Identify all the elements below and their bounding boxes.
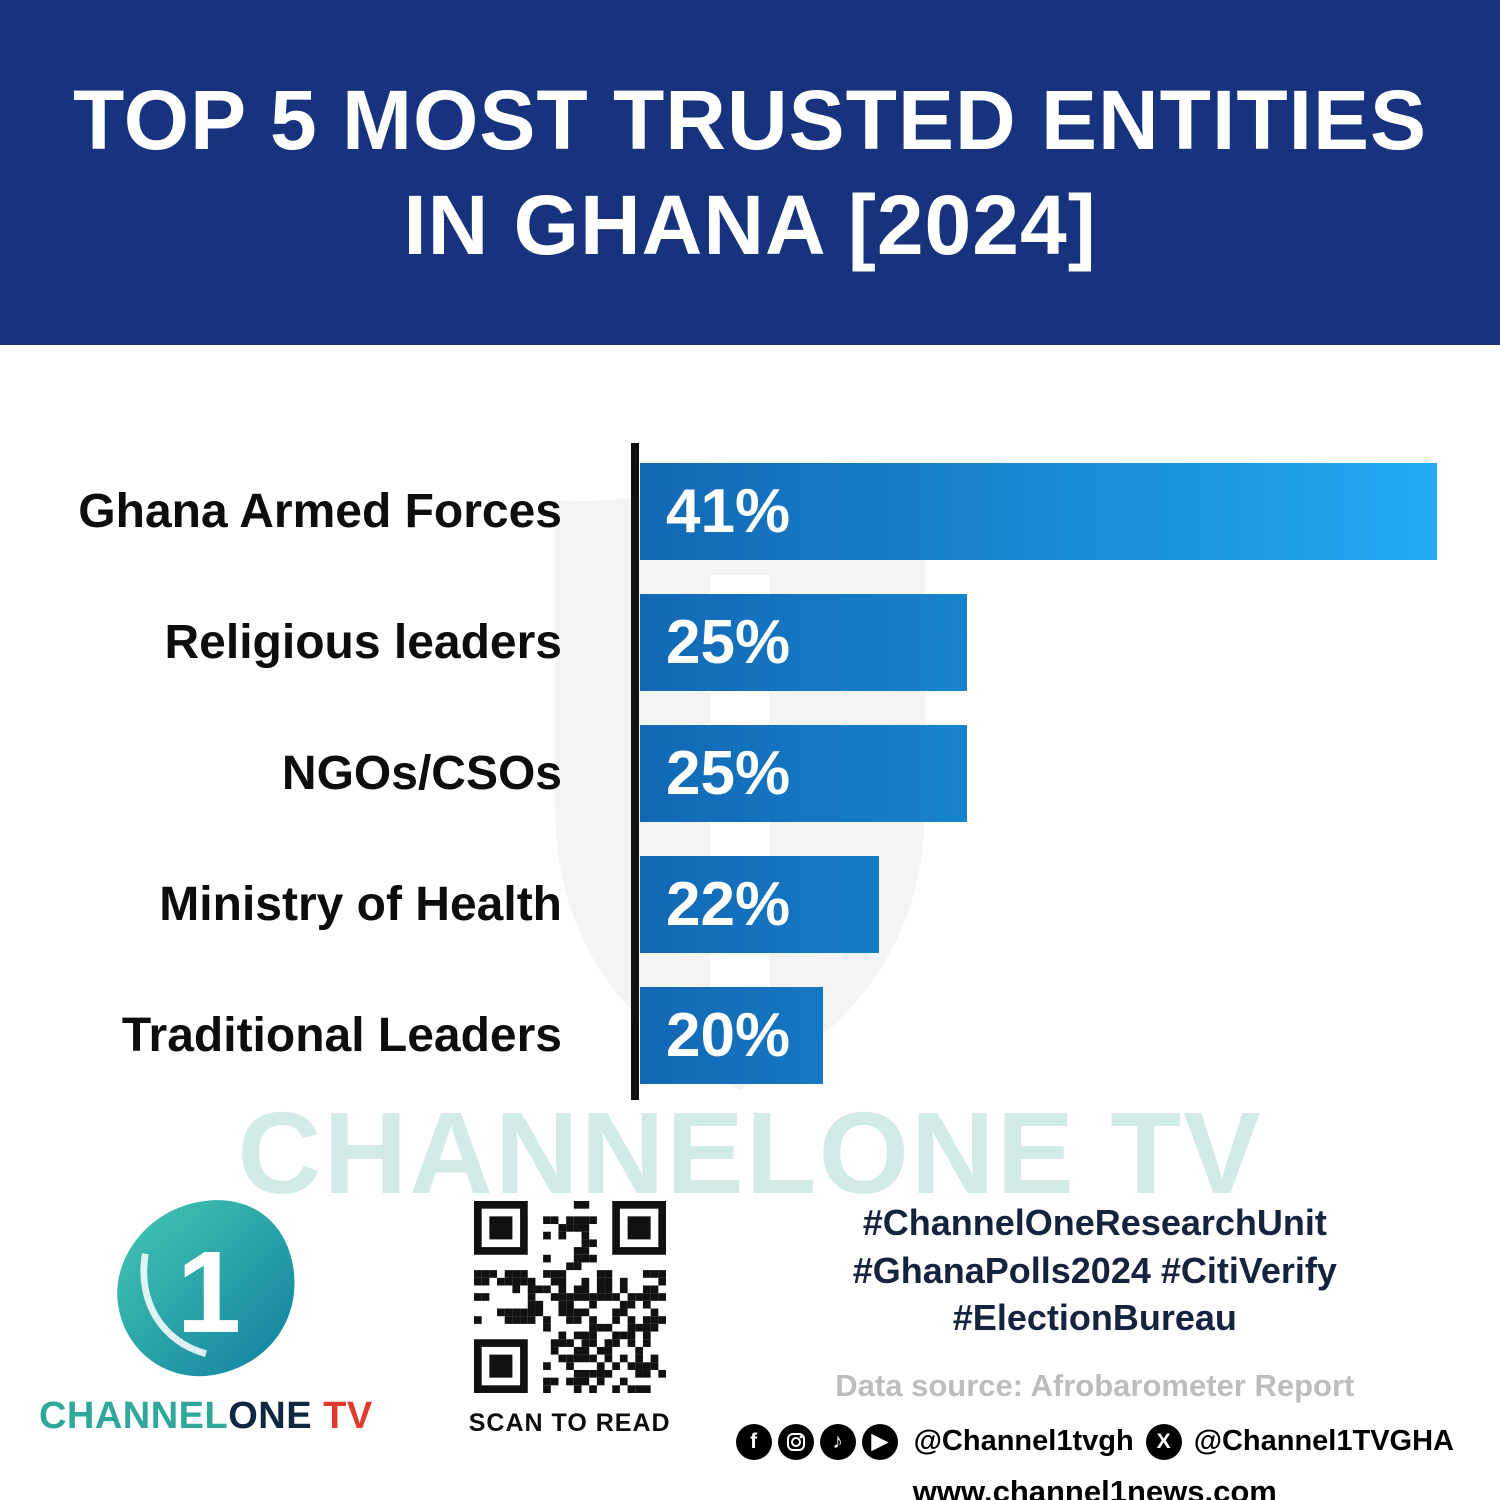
qr-block: SCAN TO READ: [412, 1185, 728, 1500]
hashtag-line: #ChannelOneResearchUnit: [862, 1202, 1327, 1243]
page-title-line1: TOP 5 MOST TRUSTED ENTITIES: [72, 73, 1428, 168]
brand-watermark: CHANNELONE TV: [237, 1088, 1263, 1218]
header-banner: TOP 5 MOST TRUSTED ENTITIES IN GHANA [20…: [0, 0, 1500, 345]
social-icon-group: f ♪ ▶: [735, 1423, 898, 1460]
chart-row: Ghana Armed Forces 41%: [0, 463, 1500, 560]
value-label: 22%: [666, 870, 791, 939]
bar: 25%: [640, 594, 967, 691]
qr-code: [473, 1201, 666, 1393]
category-label: NGOs/CSOs: [281, 747, 562, 800]
tiktok-icon: ♪: [819, 1423, 856, 1460]
channel-one-logo-icon: 1: [117, 1200, 295, 1377]
value-label: 25%: [666, 608, 791, 677]
hashtag-line: #GhanaPolls2024 #CitiVerify: [852, 1249, 1337, 1291]
brand-one: ONE: [228, 1395, 313, 1437]
bar: 22%: [640, 856, 879, 953]
bar: 25%: [640, 725, 967, 822]
category-label: Traditional Leaders: [121, 1009, 562, 1062]
category-label: Ministry of Health: [159, 878, 562, 931]
chart-row: Religious leaders 25%: [0, 594, 1500, 691]
bar: 20%: [640, 987, 823, 1084]
brand-tv: TV: [312, 1395, 373, 1437]
chart-axis: [631, 443, 639, 1100]
logo-block: 1 CHANNELONE TV: [0, 1185, 412, 1500]
website-url: www.channel1news.com: [912, 1473, 1277, 1500]
page-title-line2: IN GHANA [2024]: [403, 177, 1097, 272]
chart-row: Traditional Leaders 20%: [0, 987, 1500, 1084]
data-source: Data source: Afrobarometer Report: [835, 1367, 1355, 1403]
facebook-icon: f: [735, 1423, 772, 1460]
x-icon: X: [1145, 1423, 1182, 1460]
value-label: 25%: [666, 739, 791, 808]
social-handle-x: @Channel1TVGHA: [1193, 1425, 1454, 1458]
social-row: f ♪ ▶ @Channel1tvgh X @Channel1TVGHA: [735, 1423, 1454, 1460]
value-label: 41%: [666, 477, 791, 546]
instagram-icon: [777, 1423, 814, 1460]
social-handle-primary: @Channel1tvgh: [913, 1425, 1134, 1458]
chart-rows: Ghana Armed Forces 41% Religious leaders 25…: [0, 463, 1500, 1118]
footer: 1 CHANNELONE TV SCAN TO READ #ChannelOne…: [0, 1185, 1500, 1500]
info-block: #ChannelOneResearchUnit #GhanaPolls2024 …: [728, 1185, 1500, 1500]
hashtag-line: #ElectionBureau: [952, 1297, 1237, 1339]
brand-wordmark: CHANNELONE TV: [39, 1395, 373, 1438]
youtube-icon: ▶: [861, 1423, 898, 1460]
chart-row: NGOs/CSOs 25%: [0, 725, 1500, 822]
brand-channel: CHANNEL: [38, 1395, 229, 1437]
bar: 41%: [640, 463, 1437, 560]
value-label: 20%: [666, 1001, 791, 1070]
qr-label: SCAN TO READ: [468, 1409, 671, 1437]
logo-numeral: 1: [177, 1227, 241, 1357]
category-label: Ghana Armed Forces: [78, 485, 562, 538]
chart-row: Ministry of Health 22%: [0, 856, 1500, 953]
category-label: Religious leaders: [164, 616, 562, 669]
